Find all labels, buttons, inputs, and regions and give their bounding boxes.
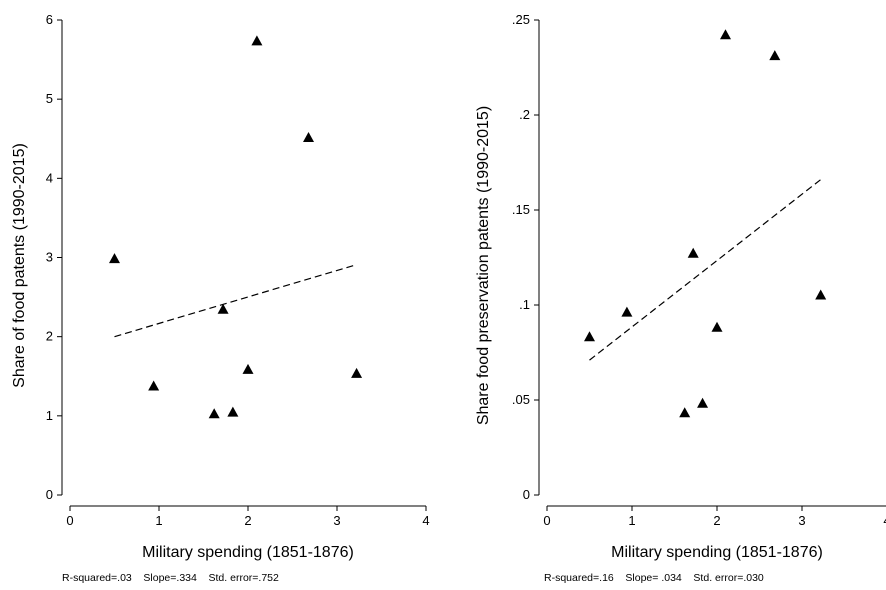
x-tick-label: 0 xyxy=(543,513,550,528)
y-tick-label: 0 xyxy=(523,487,530,502)
y-tick-label: 3 xyxy=(46,250,53,265)
x-tick-label: 2 xyxy=(244,513,251,528)
x-axis-title: Military spending (1851-1876) xyxy=(142,544,354,561)
fit-line xyxy=(589,179,822,361)
data-point xyxy=(208,408,220,419)
data-point xyxy=(251,35,263,46)
data-point xyxy=(109,253,120,264)
y-tick-label: .25 xyxy=(512,12,530,27)
x-tick-label: 3 xyxy=(798,513,805,528)
x-tick-label: 1 xyxy=(628,513,635,528)
data-point xyxy=(687,247,699,258)
data-point xyxy=(351,367,363,378)
data-point xyxy=(303,131,315,142)
y-tick-label: 5 xyxy=(46,91,53,106)
x-tick-label: 3 xyxy=(333,513,340,528)
fit-line xyxy=(114,264,357,338)
data-point xyxy=(711,321,723,332)
x-tick-label: 4 xyxy=(422,513,429,528)
regression-note: R-squared=.03 Slope=.334 Std. error=.752 xyxy=(62,572,279,584)
y-tick-label: 1 xyxy=(46,408,53,423)
y-tick-label: 2 xyxy=(46,329,53,344)
data-point xyxy=(148,380,160,391)
data-point xyxy=(217,303,229,314)
y-tick-label: .2 xyxy=(519,107,530,122)
data-point xyxy=(697,397,709,408)
data-point xyxy=(815,289,827,300)
x-tick-label: 4 xyxy=(883,513,886,528)
y-tick-label: 0 xyxy=(46,487,53,502)
data-point xyxy=(242,363,254,374)
y-tick-label: 6 xyxy=(46,12,53,27)
y-tick-label: .1 xyxy=(519,297,530,312)
y-axis-title: Share of food patents (1990-2015) xyxy=(11,143,28,388)
right-panel: 0 .05 .1 .15 .2 .25 0 1 2 3 4 Military spending (18… xyxy=(475,12,886,584)
x-tick-label: 1 xyxy=(155,513,162,528)
y-tick-label: .15 xyxy=(512,202,530,217)
x-tick-label: 2 xyxy=(713,513,720,528)
data-point xyxy=(227,406,239,417)
x-axis-title: Military spending (1851-1876) xyxy=(611,544,823,561)
data-point xyxy=(679,407,691,418)
data-point xyxy=(769,50,781,61)
data-point xyxy=(584,331,595,342)
y-axis-title: Share food preservation patents (1990-20… xyxy=(475,106,492,425)
data-point xyxy=(720,29,731,40)
regression-note: R-squared=.16 Slope= .034 Std. error=.03… xyxy=(544,572,764,584)
left-panel: 0 1 2 3 4 5 6 0 1 2 3 4 Military spending (1851-1876… xyxy=(11,12,430,584)
y-tick-label: .05 xyxy=(512,392,530,407)
x-tick-label: 0 xyxy=(66,513,73,528)
data-point xyxy=(621,306,633,317)
y-tick-label: 4 xyxy=(46,170,53,185)
